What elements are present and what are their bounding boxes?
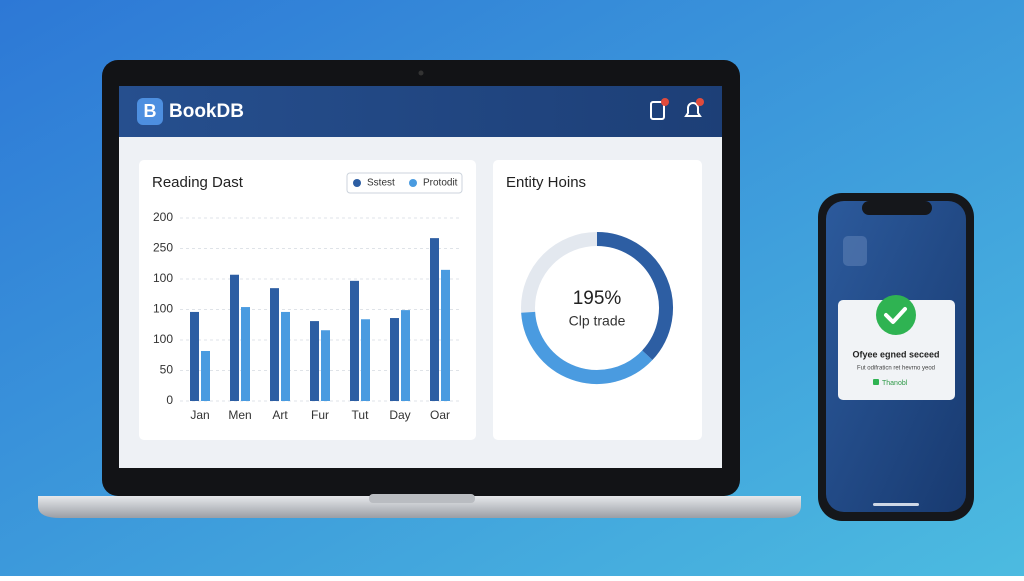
y-tick-label: 100 bbox=[153, 271, 173, 285]
dialog bbox=[838, 300, 955, 400]
bar bbox=[201, 350, 210, 401]
legend-swatch bbox=[409, 179, 417, 187]
donut-segment bbox=[521, 311, 653, 384]
x-tick-label: Art bbox=[272, 408, 288, 422]
success-icon bbox=[876, 295, 916, 335]
chart-title: Reading Dast bbox=[152, 174, 244, 191]
bar bbox=[390, 318, 399, 401]
bar-chart: 0 50 100 100 100 250 200 Jan Men Art Fur Tut Day Oar S… bbox=[153, 178, 460, 422]
phone-logo bbox=[843, 236, 867, 266]
x-tick-label: Tut bbox=[352, 408, 370, 422]
phone-notch bbox=[862, 201, 932, 215]
bar bbox=[321, 330, 330, 401]
bar bbox=[241, 307, 250, 401]
legend bbox=[346, 172, 463, 194]
y-tick-label: 100 bbox=[153, 332, 173, 346]
y-tick-label: 100 bbox=[153, 302, 173, 316]
dialog-title: Ofyee egned seceed bbox=[852, 349, 939, 359]
badge-dot bbox=[873, 379, 879, 385]
bar bbox=[281, 311, 290, 401]
doc-icon[interactable] bbox=[650, 101, 665, 120]
y-tick-label: 250 bbox=[153, 241, 173, 255]
legend-label: Sstest bbox=[367, 178, 395, 189]
bar bbox=[270, 288, 279, 401]
y-tick-label: 200 bbox=[153, 210, 173, 224]
x-tick-label: Day bbox=[389, 408, 410, 422]
y-tick-label: 50 bbox=[160, 363, 174, 377]
x-tick-label: Jan bbox=[190, 408, 209, 422]
app-header bbox=[119, 86, 722, 137]
bar bbox=[401, 310, 410, 401]
donut-segment bbox=[596, 232, 673, 361]
chart-card bbox=[139, 160, 476, 440]
bar bbox=[310, 321, 319, 401]
badge bbox=[661, 98, 669, 106]
dialog-text: Fut odifraticn ret hevrno yeod bbox=[857, 366, 935, 372]
bar bbox=[361, 319, 370, 401]
bar bbox=[230, 274, 239, 401]
dialog-badge: Thanobl bbox=[882, 380, 908, 387]
bar bbox=[190, 311, 199, 401]
check bbox=[884, 307, 907, 324]
donut-card bbox=[493, 160, 702, 440]
bell-icon[interactable] bbox=[684, 102, 702, 117]
donut-value: 195% bbox=[573, 288, 622, 309]
bar bbox=[430, 238, 439, 401]
donut-title: Entity Hoins bbox=[506, 174, 586, 191]
app-name: BookDB bbox=[169, 101, 244, 122]
bar bbox=[350, 280, 359, 401]
badge bbox=[696, 98, 704, 106]
donut-chart bbox=[521, 232, 673, 384]
logo bbox=[137, 98, 163, 125]
x-tick-label: Fur bbox=[311, 408, 329, 422]
laptop-base bbox=[38, 496, 801, 518]
donut-caption: Clp trade bbox=[569, 313, 626, 329]
home-indicator bbox=[873, 503, 919, 506]
legend-label: Protodit bbox=[423, 178, 458, 189]
bar bbox=[441, 269, 450, 401]
legend-swatch bbox=[353, 179, 361, 187]
camera bbox=[418, 70, 424, 76]
y-tick-label: 0 bbox=[166, 393, 173, 407]
laptop-notch bbox=[369, 494, 475, 503]
logo-letter: B bbox=[144, 101, 157, 121]
x-tick-label: Oar bbox=[430, 408, 450, 422]
x-tick-label: Men bbox=[228, 408, 251, 422]
